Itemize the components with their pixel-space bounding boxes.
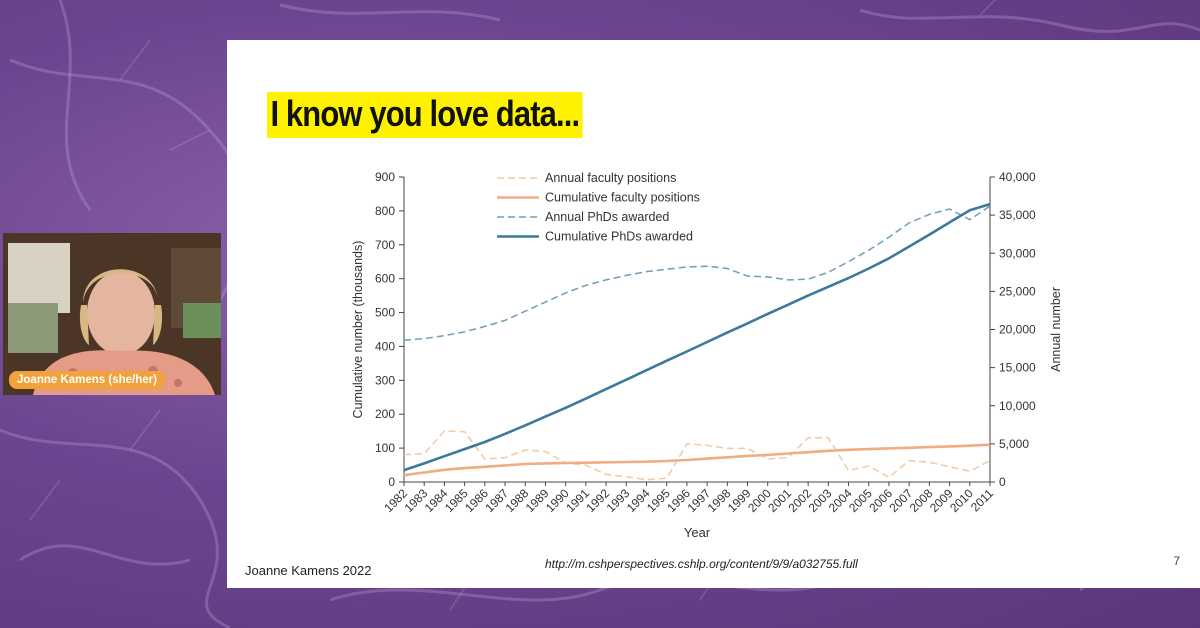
x-tick-label: 2011 <box>968 486 996 514</box>
left-tick-label: 600 <box>375 272 395 286</box>
left-tick-label: 500 <box>375 306 395 320</box>
legend-label: Annual faculty positions <box>545 171 676 185</box>
left-tick-label: 100 <box>375 441 395 455</box>
left-tick-label: 800 <box>375 204 395 218</box>
legend-label: Annual PhDs awarded <box>545 210 669 224</box>
right-tick-label: 10,000 <box>999 399 1036 413</box>
left-tick-label: 400 <box>375 339 395 353</box>
legend-label: Cumulative faculty positions <box>545 191 700 205</box>
left-tick-label: 300 <box>375 373 395 387</box>
legend-label: Cumulative PhDs awarded <box>545 230 693 244</box>
series-line-cumulative-phds-awarded <box>403 202 991 472</box>
right-tick-label: 35,000 <box>999 208 1036 222</box>
left-tick-label: 700 <box>375 238 395 252</box>
series-line-annual-phds-awarded <box>403 205 991 341</box>
slide-footer-author: Joanne Kamens 2022 <box>245 563 372 578</box>
participant-video-frame <box>3 233 221 395</box>
line-chart: 0 100 200 300 400 500 600 700 800 900 0 5,000 10,000… <box>351 170 1063 540</box>
series-line-cumulative-faculty-positions <box>403 443 991 477</box>
slide-title: I know you love data... <box>267 92 583 138</box>
right-tick-label: 25,000 <box>999 284 1036 298</box>
slide-number: 7 <box>1173 554 1180 568</box>
right-tick-label: 20,000 <box>999 323 1036 337</box>
participant-video-tile[interactable]: Joanne Kamens (she/her) <box>3 233 221 395</box>
right-tick-label: 15,000 <box>999 361 1036 375</box>
right-y-axis-title: Annual number <box>1049 287 1063 372</box>
left-y-axis-title: Cumulative number (thousands) <box>351 241 365 419</box>
presentation-slide: I know you love data... 0 100 200 300 400 500… <box>227 40 1200 588</box>
right-tick-label: 30,000 <box>999 246 1036 260</box>
right-tick-label: 40,000 <box>999 170 1036 184</box>
left-tick-label: 900 <box>375 170 395 184</box>
participant-name-label: Joanne Kamens (she/her) <box>9 371 165 389</box>
source-url: http://m.cshperspectives.cshlp.org/conte… <box>545 557 858 571</box>
x-axis-title: Year <box>684 525 711 540</box>
left-tick-label: 200 <box>375 407 395 421</box>
right-tick-label: 0 <box>999 475 1006 489</box>
series-line-annual-faculty-positions <box>403 430 991 481</box>
left-tick-label: 0 <box>388 475 395 489</box>
right-tick-label: 5,000 <box>999 437 1029 451</box>
